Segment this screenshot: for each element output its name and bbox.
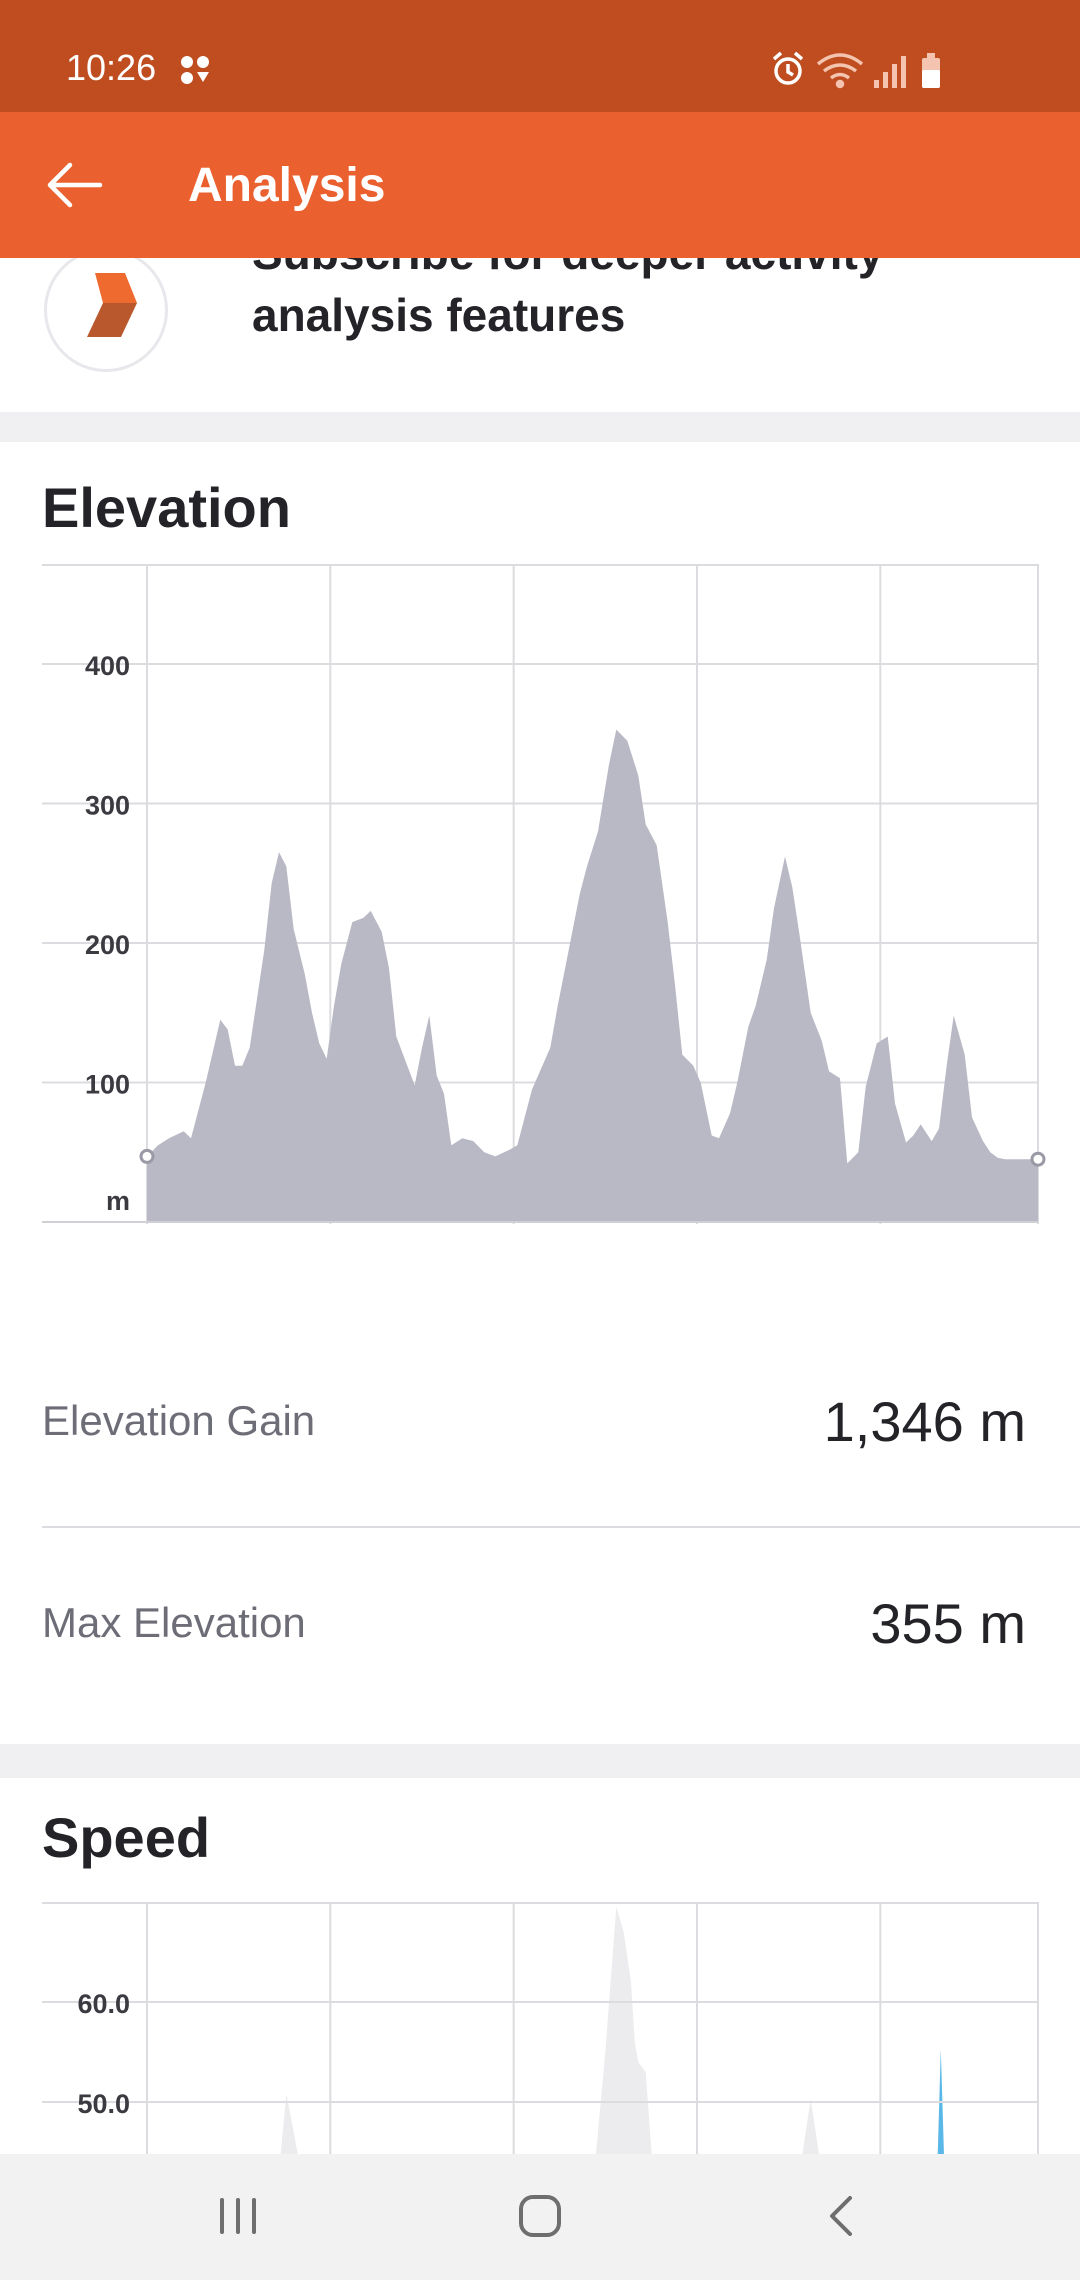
section-divider (0, 412, 1080, 442)
chevron-logo-icon (44, 258, 168, 372)
range-handle-end (1030, 1151, 1046, 1167)
status-time: 10:26 (66, 47, 157, 88)
elevation-area (147, 729, 1038, 1222)
back-nav-button[interactable] (782, 2176, 902, 2256)
system-nav-bar (0, 2154, 1080, 2280)
subscribe-text: Subscribe for deeper activity analysis f… (252, 258, 883, 341)
back-button[interactable] (30, 139, 118, 231)
page-title: Analysis (188, 159, 386, 212)
elevation-gain-label: Elevation Gain (42, 1397, 316, 1444)
y-tick-label: 300 (85, 791, 130, 821)
chevron-left-icon (830, 2196, 852, 2236)
elevation-gain-value: 1,346 m (823, 1390, 1026, 1453)
speed-title: Speed (42, 1806, 211, 1869)
wifi-icon (816, 53, 864, 89)
y-tick-label: m (106, 1186, 130, 1216)
section-divider (0, 1744, 1080, 1778)
y-tick-label: 400 (85, 651, 130, 681)
subscribe-promo[interactable]: Subscribe for deeper activity analysis f… (0, 258, 1080, 412)
signal-icon (874, 56, 906, 88)
max-elevation-row: Max Elevation 355 m (42, 1528, 1080, 1728)
elevation-chart: m100200300400km5.010.015.020.0 (42, 564, 1046, 1224)
content-scroll[interactable]: Subscribe for deeper activity analysis f… (0, 258, 1080, 2154)
y-tick-label: 200 (85, 930, 130, 960)
speed-area (280, 1907, 819, 2154)
app-bar: Analysis (0, 112, 1080, 258)
row-divider (42, 1526, 1080, 1528)
max-elevation-value: 355 m (870, 1592, 1026, 1655)
y-tick-label: 100 (85, 1070, 130, 1100)
recent-apps-button[interactable] (178, 2176, 298, 2256)
home-icon (519, 2195, 561, 2237)
max-elevation-label: Max Elevation (42, 1599, 306, 1646)
recent-apps-icon (220, 2198, 256, 2234)
y-tick-label: 60.0 (77, 1989, 130, 2019)
alarm-icon (772, 51, 804, 85)
elevation-title: Elevation (42, 476, 291, 539)
speed-chart: 50.0 60.0 (42, 1902, 1039, 2154)
y-tick-label: 50.0 (77, 2089, 130, 2119)
battery-icon (922, 53, 940, 88)
media-dots-icon (181, 56, 209, 84)
elevation-gain-row: Elevation Gain 1,346 m (42, 1326, 1080, 1526)
status-icons (770, 50, 960, 95)
arrow-left-icon (47, 162, 103, 208)
range-handle-start (139, 1148, 155, 1164)
home-button[interactable] (480, 2176, 600, 2256)
status-bar: 10:26 (0, 0, 1080, 112)
